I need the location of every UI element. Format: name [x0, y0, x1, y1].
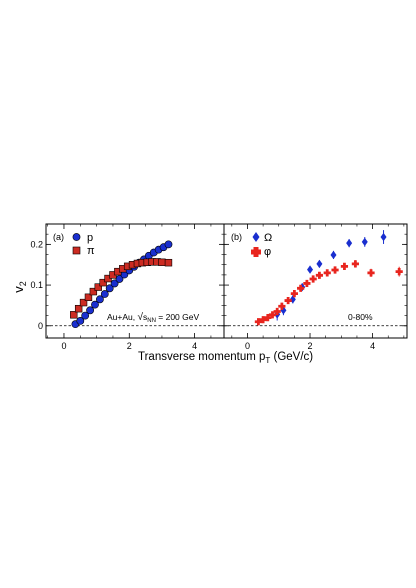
x-tick-label: 2	[127, 341, 132, 351]
data-point-phi	[290, 290, 298, 298]
svg-text:v2: v2	[11, 281, 28, 293]
data-point-p	[115, 275, 124, 283]
panel-a-ticks: 0 2 4 0 0.1 0.2	[30, 223, 224, 351]
legend-phi-label: φ	[264, 246, 271, 258]
data-point-p	[86, 306, 94, 315]
data-point-phi	[367, 269, 375, 277]
legend-omega-marker	[252, 232, 260, 242]
data-point-p	[100, 290, 109, 298]
data-point-phi	[315, 271, 324, 279]
data-point-phi	[273, 307, 281, 316]
data-point-phi	[309, 275, 317, 283]
x-axis-label: Transverse momentum pT (GeV/c)	[138, 351, 313, 365]
data-point-omega	[380, 232, 387, 242]
panel-a-marks	[70, 240, 173, 329]
data-point-phi	[340, 262, 349, 270]
legend-p-marker	[72, 233, 81, 241]
legend-pi-marker	[72, 246, 81, 255]
data-point-phi	[284, 296, 292, 305]
y-tick-label: 0.2	[30, 239, 43, 249]
data-point-pi	[84, 293, 93, 301]
data-point-omega	[361, 237, 368, 247]
x-tick-label: 0	[245, 341, 250, 351]
panel-b-label: (b)	[231, 232, 242, 242]
data-point-phi	[278, 302, 286, 310]
y-axis-label: v2	[11, 281, 28, 293]
data-point-phi	[259, 316, 267, 324]
annotation-value: = 200 GeV	[156, 312, 200, 322]
legend-pi-label: π	[87, 245, 95, 257]
data-point-pi	[94, 283, 102, 291]
y-label-main: v	[11, 286, 26, 293]
panel-b-ticks: 0 2 4	[224, 223, 407, 351]
data-point-pi	[164, 258, 173, 267]
panel-b-annotation: 0-80%	[348, 312, 373, 322]
data-point-p	[81, 311, 90, 320]
data-point-pi	[79, 298, 88, 307]
data-point-phi	[395, 268, 403, 276]
panel-a-label: (a)	[53, 232, 64, 242]
data-point-omega	[346, 238, 353, 248]
data-point-p	[91, 300, 99, 309]
x-tick-label: 4	[370, 341, 375, 351]
data-point-pi	[99, 278, 107, 287]
data-point-pi	[89, 287, 98, 296]
data-point-omega	[330, 250, 337, 260]
x-label-main: Transverse momentum p	[138, 351, 265, 363]
data-point-p	[76, 316, 85, 325]
data-point-omega	[307, 265, 314, 274]
panel-b: 0 2 4 (b) Ω φ 0-80%	[223, 223, 408, 351]
data-point-phi	[323, 269, 331, 277]
data-point-phi	[351, 260, 359, 268]
annotation-prefix: Au+Au,	[107, 312, 137, 322]
panel-a-annotation: Au+Au, √sNN = 200 GeV	[107, 311, 199, 324]
data-point-p	[164, 240, 173, 249]
data-point-p	[95, 295, 104, 304]
data-point-pi	[74, 304, 83, 313]
panel-a-legend: p π	[72, 232, 95, 257]
x-label-sub: T	[265, 356, 270, 365]
x-tick-label: 0	[61, 341, 66, 351]
data-point-phi	[303, 279, 311, 288]
x-label-unit: (GeV/c)	[270, 351, 313, 363]
data-point-pi	[70, 311, 78, 319]
legend-omega-label: Ω	[264, 232, 272, 244]
data-point-pi	[158, 258, 166, 266]
data-point-p	[110, 279, 119, 288]
y-tick-label: 0	[38, 321, 43, 331]
panel-b-legend: Ω φ	[251, 232, 272, 258]
annotation-sub: NN	[147, 318, 156, 324]
data-point-phi	[297, 284, 305, 292]
legend-p-label: p	[87, 232, 93, 244]
data-point-phi	[264, 314, 272, 322]
y-tick-label: 0.1	[30, 280, 43, 290]
data-point-phi	[331, 266, 339, 274]
panel-a: 0 2 4 0 0.1 0.2 (a) p π Au+Au, √sNN = 200 GeV	[30, 223, 225, 351]
data-point-p	[105, 284, 114, 293]
panel-b-frame	[223, 223, 408, 339]
panel-b-marks	[254, 230, 403, 326]
legend-phi-marker	[251, 247, 261, 257]
annotation-sqrt-arg: s	[143, 312, 147, 322]
x-tick-label: 2	[308, 341, 313, 351]
annotation-sqrt-sign: √	[137, 311, 143, 323]
y-label-sub: 2	[18, 281, 28, 286]
x-tick-label: 4	[192, 341, 197, 351]
data-point-phi	[254, 318, 263, 326]
data-point-omega	[316, 259, 323, 269]
data-point-phi	[268, 311, 277, 319]
